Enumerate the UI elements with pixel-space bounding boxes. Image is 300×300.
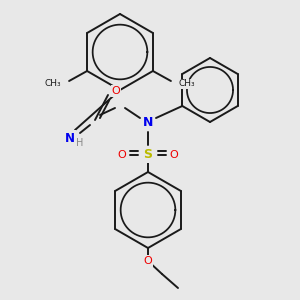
Text: CH₃: CH₃ — [179, 80, 196, 88]
Text: CH₃: CH₃ — [44, 80, 61, 88]
Text: N: N — [65, 131, 75, 145]
Text: O: O — [144, 256, 152, 266]
Text: O: O — [112, 86, 120, 96]
Text: N: N — [143, 116, 153, 130]
Text: S: S — [143, 148, 152, 161]
Text: O: O — [118, 150, 126, 160]
Text: O: O — [169, 150, 178, 160]
Text: H: H — [76, 138, 84, 148]
